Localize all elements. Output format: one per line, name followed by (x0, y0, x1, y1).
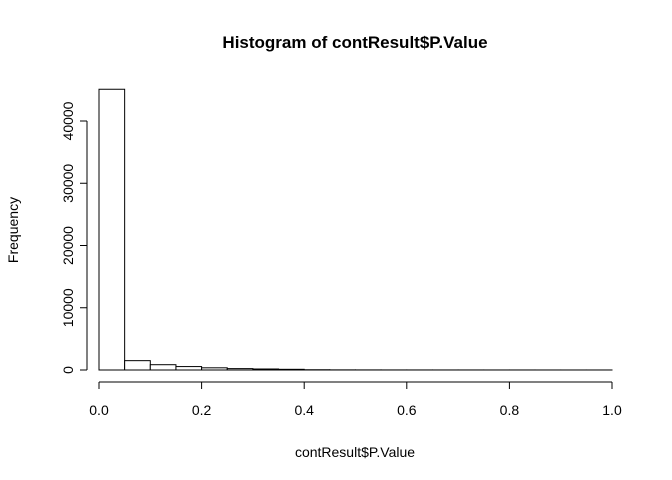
x-axis: 0.0 0.2 0.4 0.6 0.8 1.0 (89, 381, 622, 418)
x-tick-label: 1.0 (602, 402, 622, 418)
y-tick-label: 0 (60, 366, 76, 374)
histogram-bar (175, 366, 203, 371)
histogram-bar (278, 368, 305, 371)
histogram-bar (124, 360, 151, 371)
histogram-bar (149, 364, 177, 371)
x-tick-label: 0.2 (192, 402, 212, 418)
x-tick-label: 0.6 (397, 402, 417, 418)
chart-title: Histogram of contResult$P.Value (222, 33, 487, 52)
histogram-bar (252, 368, 280, 371)
histogram-bar (226, 368, 254, 371)
x-tick-label: 0.0 (89, 402, 109, 418)
y-tick-label: 40000 (60, 101, 76, 140)
y-axis-label: Frequency (5, 197, 21, 263)
x-axis-label: contResult$P.Value (295, 444, 415, 460)
x-tick-label: 0.4 (294, 402, 314, 418)
x-tick-label: 0.8 (500, 402, 520, 418)
y-axis: 0 10000 20000 30000 40000 (60, 101, 88, 374)
bars-group (98, 88, 613, 371)
y-tick-label: 30000 (60, 164, 76, 203)
y-tick-label: 10000 (60, 288, 76, 327)
histogram-bar (98, 88, 126, 371)
histogram-bar (201, 367, 228, 371)
y-tick-label: 20000 (60, 226, 76, 265)
